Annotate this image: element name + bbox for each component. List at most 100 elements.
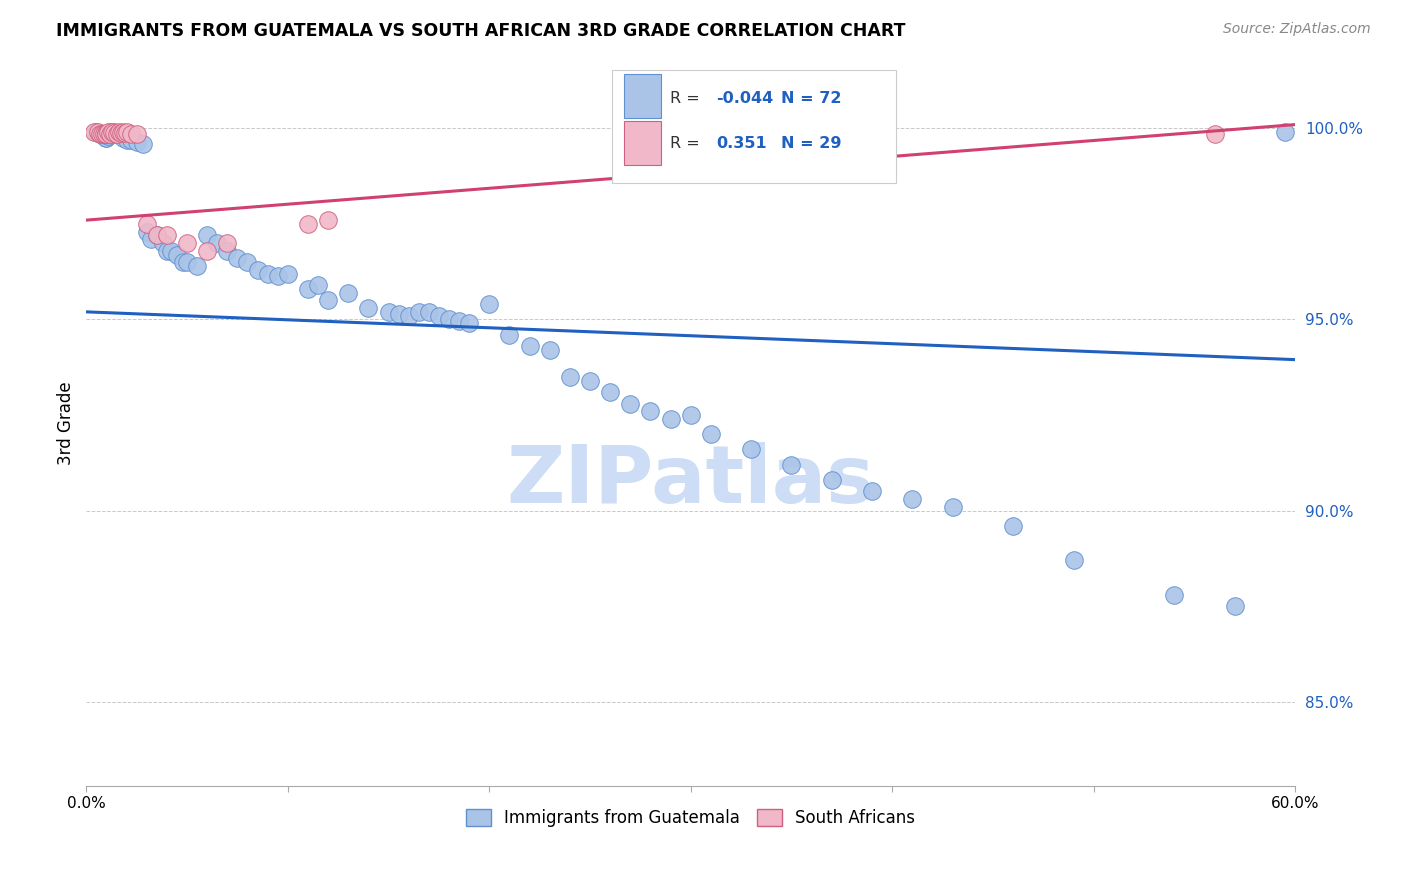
Point [267,268,290,283]
Point [1002,519,1025,533]
Point [1223,599,1246,614]
Y-axis label: 3rd Grade: 3rd Grade [58,381,75,465]
Point [91,127,114,141]
Point [111,125,134,139]
Point [1063,553,1085,567]
Point [87,125,110,139]
Point [427,309,450,323]
Point [105,127,128,141]
Point [103,125,125,139]
Legend: Immigrants from Guatemala, South Africans: Immigrants from Guatemala, South African… [458,801,924,836]
Point [97,129,120,144]
Point [297,217,319,231]
Point [640,404,662,418]
Point [186,259,208,273]
Point [256,267,278,281]
Point [120,133,142,147]
Point [519,339,541,353]
Point [139,232,162,246]
Point [152,235,174,250]
Point [115,133,138,147]
Point [100,127,122,141]
Point [398,309,420,323]
Text: 0.351: 0.351 [716,136,766,151]
FancyBboxPatch shape [612,70,896,183]
Point [96,127,118,141]
Point [101,127,124,141]
Point [860,484,883,499]
Point [96,131,118,145]
Point [131,136,153,151]
Text: N = 29: N = 29 [782,136,842,151]
Text: Source: ZipAtlas.com: Source: ZipAtlas.com [1223,22,1371,37]
Point [83,125,105,139]
Point [901,492,924,507]
Point [93,127,115,141]
Point [100,125,122,139]
Point [1204,127,1226,141]
Point [107,125,129,139]
Point [619,396,641,410]
Point [103,126,125,140]
Point [316,293,339,308]
Text: ZIPatlas: ZIPatlas [506,442,875,520]
Point [101,125,124,139]
Point [780,458,803,472]
Point [800,127,823,141]
Point [166,247,188,261]
Point [297,282,319,296]
Point [579,374,602,388]
Point [156,228,179,243]
Point [114,126,136,140]
Point [447,314,470,328]
Point [120,127,142,141]
Point [176,255,198,269]
Point [160,244,183,258]
FancyBboxPatch shape [624,121,661,165]
Point [277,267,299,281]
Point [97,125,120,139]
Point [387,307,409,321]
Point [659,412,682,426]
Point [195,244,218,258]
Text: N = 72: N = 72 [782,91,842,105]
Point [89,127,111,141]
Point [437,312,460,326]
Point [89,127,111,141]
Text: -0.044: -0.044 [716,91,773,105]
Point [146,228,169,243]
Point [307,278,329,293]
Point [498,327,520,342]
Point [91,127,114,141]
Point [156,244,179,258]
Point [246,262,269,277]
Point [599,385,621,400]
Point [700,427,723,442]
Point [111,131,134,145]
Point [538,343,561,357]
Point [135,217,157,231]
Point [107,127,129,141]
Text: IMMIGRANTS FROM GUATEMALA VS SOUTH AFRICAN 3RD GRADE CORRELATION CHART: IMMIGRANTS FROM GUATEMALA VS SOUTH AFRIC… [56,22,905,40]
Point [195,228,218,243]
Point [458,316,481,330]
Point [558,369,581,384]
Text: R =: R = [671,136,704,151]
Point [125,127,148,141]
Point [217,235,239,250]
Point [96,127,118,141]
Point [942,500,965,514]
Point [1274,125,1296,139]
Point [135,225,157,239]
Point [337,285,360,300]
Point [176,235,198,250]
Point [740,442,762,457]
Point [217,244,239,258]
Point [172,255,194,269]
Point [357,301,380,315]
Point [236,255,259,269]
Point [105,127,128,141]
Point [679,408,702,422]
Point [226,252,249,266]
Point [377,305,399,319]
